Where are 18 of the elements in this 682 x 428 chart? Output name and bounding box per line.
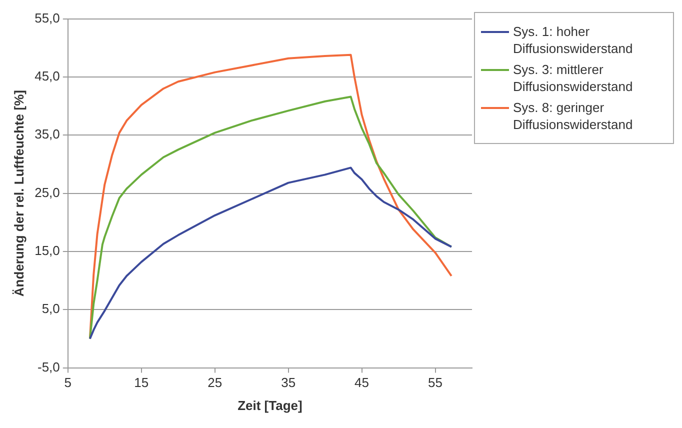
y-axis-title: Änderung der rel. Luftfeuchte [%] xyxy=(11,90,26,297)
y-tick-label: -5,0 xyxy=(37,359,60,374)
x-tick-label: 35 xyxy=(281,375,296,390)
x-tick-label: 15 xyxy=(134,375,149,390)
legend-label: Sys. 1: hoher Diffusionswiderstand xyxy=(513,23,634,57)
legend-label: Sys. 3: mittlerer Diffusionswiderstand xyxy=(513,61,634,95)
y-tick-label: 5,0 xyxy=(42,301,60,316)
y-tick-label: 55,0 xyxy=(34,10,60,26)
legend-label: Sys. 8: geringer Diffusionswiderstand xyxy=(513,99,634,133)
x-tick-label: 45 xyxy=(354,375,370,390)
x-tick-label: 25 xyxy=(208,375,222,390)
x-axis-title: Zeit [Tage] xyxy=(238,398,302,413)
y-tick-label: 15,0 xyxy=(34,243,60,258)
y-tick-label: 45,0 xyxy=(34,68,60,84)
x-tick-label: 55 xyxy=(428,375,442,390)
y-tick-label: 35,0 xyxy=(34,126,60,142)
x-tick-label: 5 xyxy=(64,375,72,390)
y-tick-label: 25,0 xyxy=(34,184,60,200)
